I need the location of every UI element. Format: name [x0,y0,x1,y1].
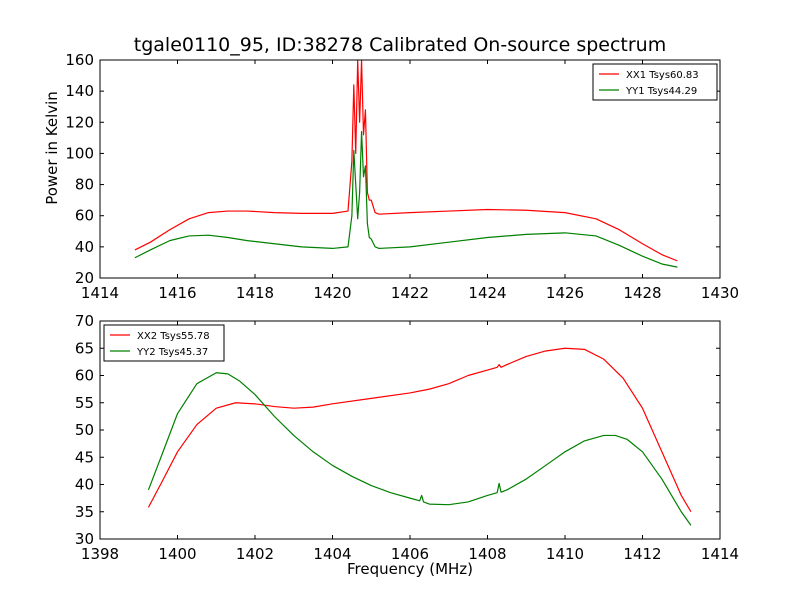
x-tick-label: 1424 [468,284,506,302]
x-axis-label: Frequency (MHz) [346,560,474,578]
x-tick-label: 1412 [623,545,661,563]
x-tick-label: 1414 [701,545,739,563]
y-tick-label: 160 [65,51,94,69]
y-tick-label: 35 [75,503,94,521]
y-tick-label: 30 [75,530,94,548]
x-tick-label: 1402 [236,545,274,563]
legend-label: YY2 Tsys45.37 [136,347,208,358]
series-line-2-2 [147,372,692,526]
y-tick-label: 40 [75,476,94,494]
y-tick-label: 60 [75,207,94,225]
legend-box [592,63,718,101]
legend-label: YY1 Tsys44.29 [625,86,697,97]
x-tick-label: 1408 [468,545,506,563]
plot-panel-2: 1398 1400 1402 1404 1406 1408 1410 1412 1414 30 35… [75,312,739,563]
plot-panel-1: 1414 1416 1418 1420 1422 1424 1426 1428 1430 20 40… [65,51,739,302]
series-line-2-1 [147,347,692,513]
x-tick-label: 1404 [313,545,351,563]
chart-title: tgale0110_95, ID:38278 Calibrated On-sou… [133,34,667,56]
series-line-1-1 [134,60,678,262]
x-tick-label: 1410 [546,545,584,563]
x-tick-label: 1430 [701,284,739,302]
x-tick-label: 1428 [623,284,661,302]
y-tick-label: 55 [75,394,94,412]
x-tick-label: 1422 [391,284,429,302]
y-tick-label: 20 [75,269,94,287]
y-tick-label: 45 [75,448,94,466]
y-tick-label: 140 [65,82,94,100]
y-tick-label: 65 [75,339,94,357]
y-tick-label: 70 [75,312,94,330]
y-tick-label: 40 [75,238,94,256]
legend-label: XX2 Tsys55.78 [137,331,210,342]
legend-1: XX1 Tsys60.83 YY1 Tsys44.29 [592,63,718,101]
series-line-1-2 [134,131,678,268]
x-tick-label: 1398 [81,545,119,563]
y-tick-label: 60 [75,367,94,385]
legend-2: XX2 Tsys55.78 YY2 Tsys45.37 [103,324,225,362]
y-tick-label: 80 [75,176,94,194]
y-tick-label: 100 [65,144,94,162]
y-tick-label: 50 [75,421,94,439]
x-tick-label: 1400 [158,545,196,563]
x-tick-label: 1426 [546,284,584,302]
x-tick-label: 1414 [81,284,119,302]
y-axis-label: Power in Kelvin [43,91,61,205]
x-tick-label: 1418 [236,284,274,302]
x-tick-label: 1406 [391,545,429,563]
y-tick-label: 120 [65,113,94,131]
legend-box [103,324,225,362]
x-tick-label: 1416 [158,284,196,302]
x-tick-label: 1420 [313,284,351,302]
legend-label: XX1 Tsys60.83 [626,70,699,81]
